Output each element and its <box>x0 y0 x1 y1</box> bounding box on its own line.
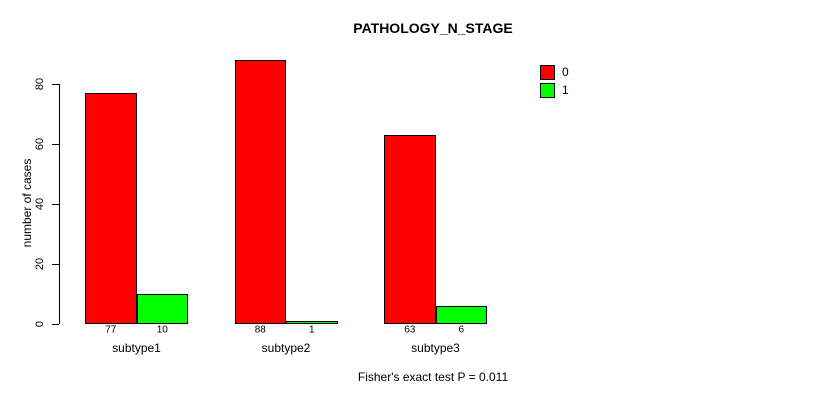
y-axis-tick <box>52 263 59 265</box>
y-axis-label: number of cases <box>20 158 34 248</box>
y-tick-label: 20 <box>34 257 46 270</box>
legend-label: 0 <box>562 65 569 79</box>
bar-subtype1-group1 <box>136 293 188 324</box>
category-label-subtype2: subtype2 <box>261 341 311 355</box>
y-axis-tick <box>52 203 59 205</box>
bar-subtype2-group0 <box>234 59 286 324</box>
legend-swatch-icon <box>540 83 555 98</box>
bar-subtype2-group1 <box>286 320 338 324</box>
y-tick-label: 60 <box>34 137 46 150</box>
y-axis-line <box>59 83 60 324</box>
legend-label: 1 <box>562 83 569 97</box>
y-axis-tick <box>52 323 59 325</box>
bar-value-label: 77 <box>105 324 117 336</box>
y-axis-tick <box>52 143 59 145</box>
bar-value-label: 88 <box>254 324 266 336</box>
bar-value-label: 10 <box>156 324 168 336</box>
bar-value-label: 6 <box>458 324 465 336</box>
y-tick-label: 80 <box>34 77 46 90</box>
y-tick-label: 40 <box>34 197 46 210</box>
bar-subtype3-group0 <box>384 134 436 324</box>
chart-title: PATHOLOGY_N_STAGE <box>353 20 513 36</box>
y-tick-label: 0 <box>34 320 46 327</box>
stat-annotation: Fisher's exact test P = 0.011 <box>357 370 509 384</box>
bar-value-label: 63 <box>404 324 416 336</box>
y-axis-tick <box>52 83 59 85</box>
bar-subtype1-group0 <box>85 92 137 324</box>
category-label-subtype1: subtype1 <box>112 341 161 355</box>
bar-subtype3-group1 <box>435 305 487 324</box>
bar-value-label: 1 <box>308 324 315 336</box>
legend-swatch-icon <box>540 65 555 80</box>
category-label-subtype3: subtype3 <box>411 341 460 355</box>
